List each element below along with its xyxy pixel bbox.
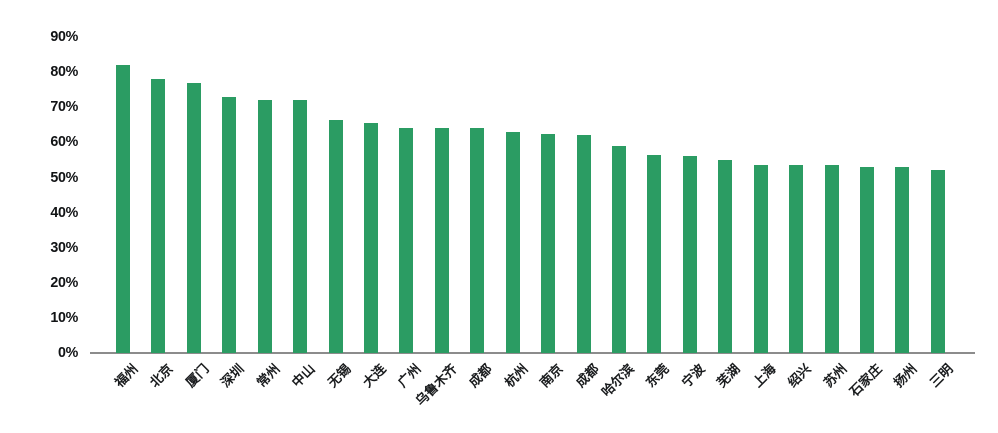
y-axis-tick-label: 90% xyxy=(50,28,78,46)
x-axis-category-label: 石家庄 xyxy=(846,361,885,400)
bar xyxy=(434,128,449,353)
x-axis-category-label: 上海 xyxy=(749,361,779,391)
x-axis-category-label: 哈尔滨 xyxy=(598,361,637,400)
bar xyxy=(470,128,485,353)
bar xyxy=(186,82,201,353)
bar xyxy=(647,154,662,353)
bar xyxy=(789,165,804,353)
x-axis-category-label: 无锡 xyxy=(324,361,354,391)
y-axis-tick-label: 10% xyxy=(50,308,78,326)
y-axis-tick-label: 70% xyxy=(50,98,78,116)
x-axis-category-label: 厦门 xyxy=(182,361,212,391)
bar xyxy=(576,135,591,353)
x-axis-category-label: 扬州 xyxy=(891,361,921,391)
bar xyxy=(364,123,378,353)
x-axis-category-label: 绍兴 xyxy=(784,361,814,391)
x-axis-category-label: 中山 xyxy=(288,361,318,391)
bar xyxy=(293,100,308,353)
x-axis-category-label: 宁波 xyxy=(678,361,708,391)
bar xyxy=(257,100,272,353)
y-axis-tick-label: 40% xyxy=(50,203,78,221)
y-axis-tick-label: 50% xyxy=(50,168,78,186)
x-axis-category-label: 大连 xyxy=(359,361,389,391)
y-axis-tick-label: 60% xyxy=(50,133,78,151)
bar xyxy=(718,159,733,353)
bar xyxy=(151,79,166,353)
y-axis-tick-label: 0% xyxy=(57,344,78,361)
x-axis-category-label: 成都 xyxy=(466,361,496,391)
x-axis-category-label: 北京 xyxy=(147,361,177,391)
bar xyxy=(753,165,768,353)
bar xyxy=(860,166,875,353)
bar xyxy=(541,133,556,353)
y-axis-tick-label: 80% xyxy=(50,63,78,81)
bar xyxy=(930,170,945,353)
bar xyxy=(222,96,237,353)
x-axis-category-label: 杭州 xyxy=(501,361,531,391)
bar xyxy=(505,131,520,353)
x-axis-category-label: 芜湖 xyxy=(714,361,744,391)
y-axis-tick-label: 20% xyxy=(50,273,78,291)
x-axis-category-label: 深圳 xyxy=(218,361,248,391)
x-axis-category-label: 南京 xyxy=(536,361,566,391)
bar xyxy=(399,128,414,353)
x-axis-category-label: 常州 xyxy=(253,361,283,391)
bar xyxy=(682,156,697,353)
bar xyxy=(824,165,839,353)
bar xyxy=(895,166,910,353)
y-axis-tick-label: 30% xyxy=(50,238,78,256)
bar xyxy=(116,65,130,353)
x-axis-line xyxy=(90,352,975,354)
bar xyxy=(612,145,627,353)
x-axis-category-label: 东莞 xyxy=(643,361,673,391)
x-axis-category-label: 三明 xyxy=(926,361,956,391)
x-axis-category-label: 福州 xyxy=(111,361,141,391)
bar xyxy=(328,119,343,353)
